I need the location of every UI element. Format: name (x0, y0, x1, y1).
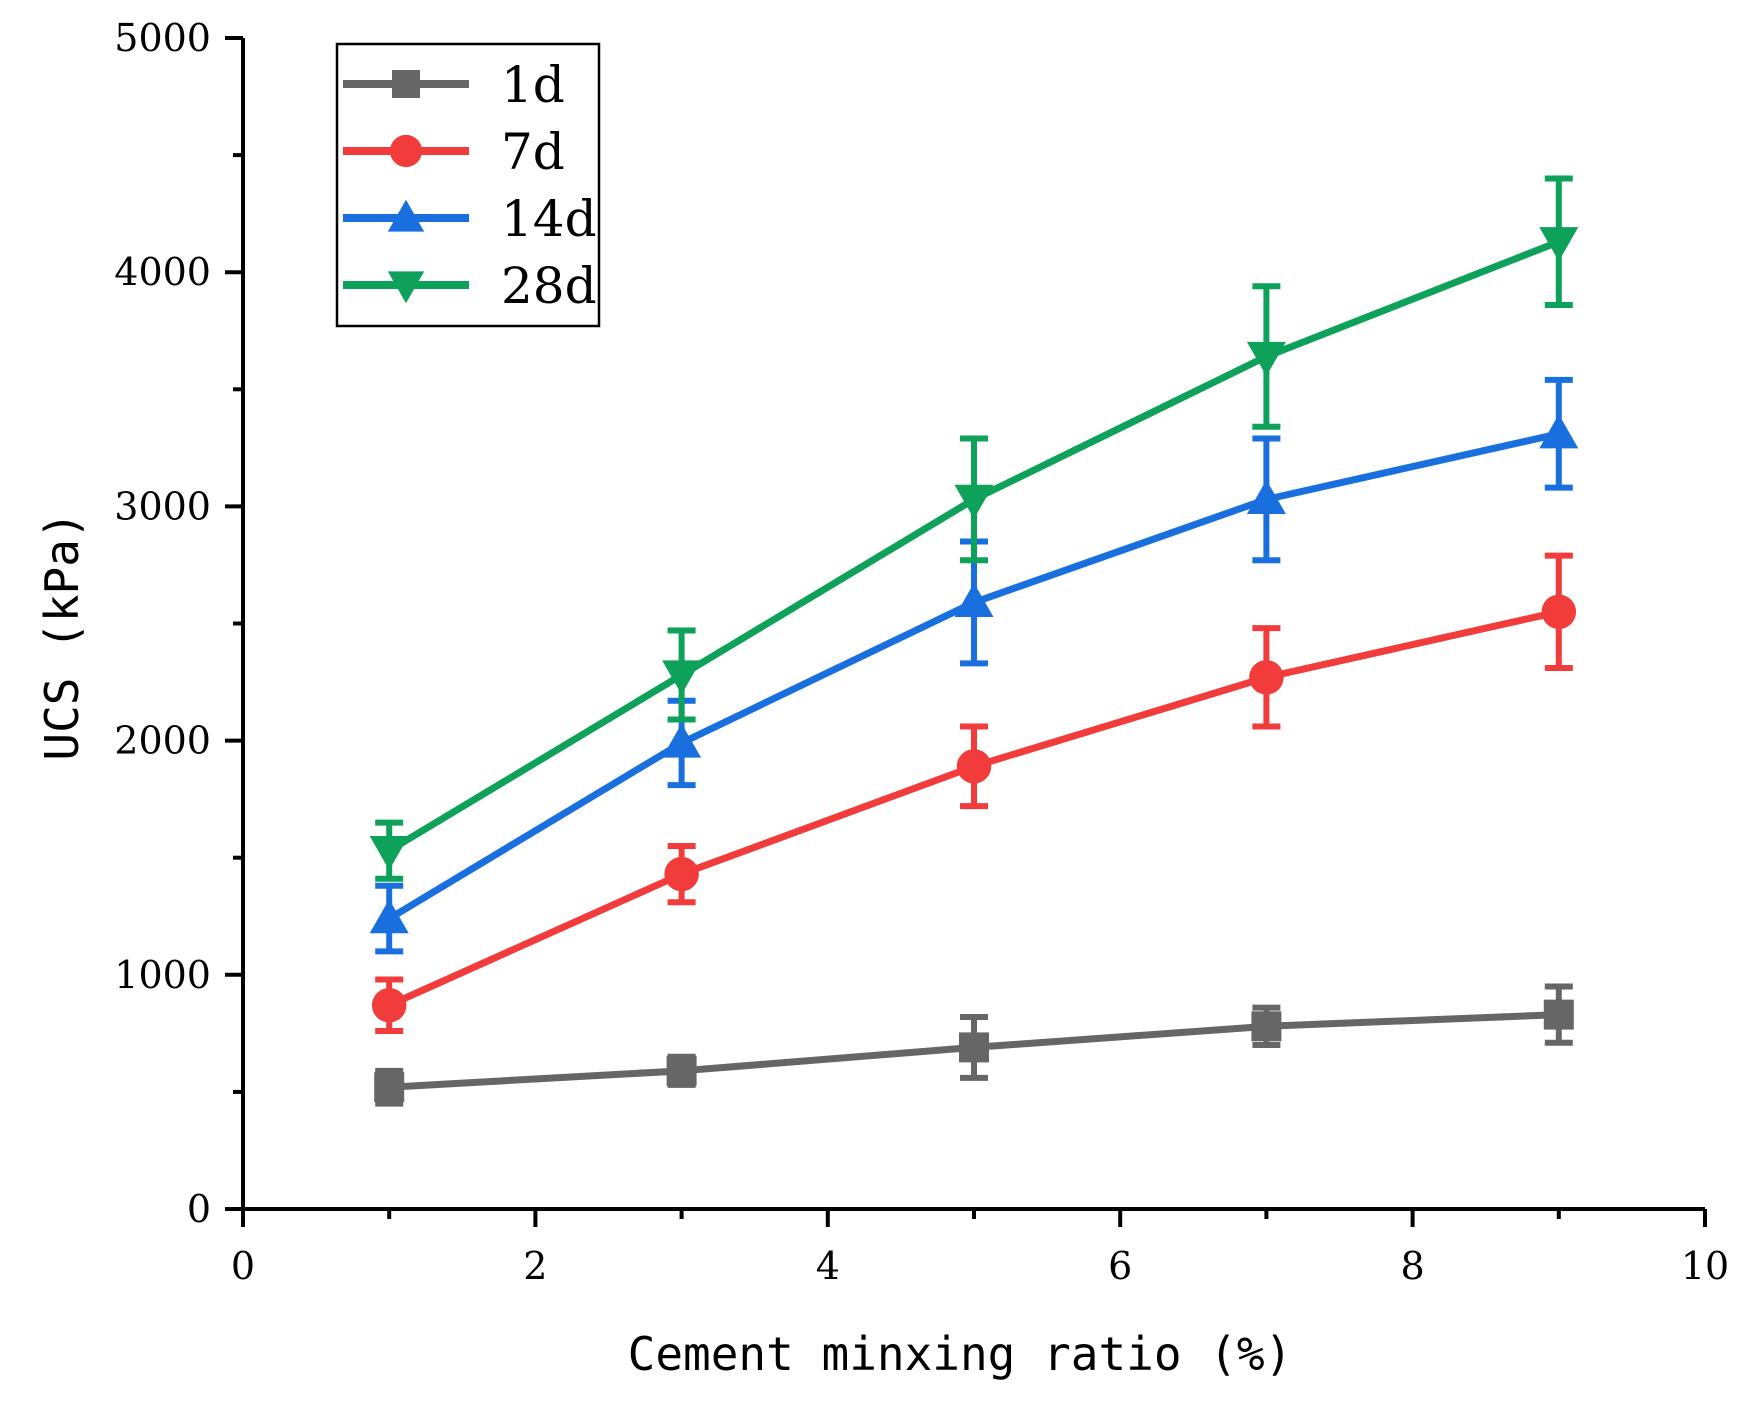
series-layer (369, 175, 1579, 1107)
data-point-28d-7 (1246, 341, 1286, 377)
data-point-7d-3 (664, 856, 699, 892)
data-point-1d-3 (666, 1055, 697, 1086)
series-14d (369, 376, 1579, 955)
x-tick-label-2: 2 (523, 1244, 547, 1288)
data-point-7d-9 (1541, 594, 1577, 630)
data-point-14d-5 (954, 582, 994, 618)
legend-box (335, 42, 601, 328)
legend-label-28d: 28d (501, 257, 597, 315)
data-point-14d-1 (369, 899, 409, 934)
data-point-14d-7 (1246, 479, 1286, 514)
data-point-1d-1 (374, 1072, 405, 1103)
legend-item-14d: 14d (343, 190, 597, 248)
x-tick-label-6: 6 (1108, 1244, 1132, 1288)
y-tick-label-1000: 1000 (114, 953, 211, 997)
legend-marker-1d (392, 70, 420, 98)
legend-item-1d: 1d (343, 56, 565, 114)
data-point-28d-9 (1539, 227, 1579, 262)
legend-marker-14d (387, 199, 425, 232)
data-point-1d-7 (1251, 1011, 1282, 1042)
data-point-28d-1 (369, 836, 409, 871)
data-point-14d-9 (1539, 414, 1579, 449)
x-tick-label-0: 0 (231, 1244, 255, 1288)
data-point-1d-9 (1543, 999, 1574, 1030)
data-point-28d-3 (662, 660, 702, 695)
legend-label-1d: 1d (501, 56, 565, 114)
data-point-14d-3 (662, 723, 702, 758)
y-tick-label-5000: 5000 (114, 16, 211, 60)
data-point-7d-1 (371, 987, 407, 1023)
legend-item-28d: 28d (343, 257, 597, 315)
series-28d (369, 175, 1579, 882)
y-tick-label-3000: 3000 (114, 484, 211, 528)
legend: 1d 7d 14d 28d (335, 42, 601, 328)
legend-label-14d: 14d (501, 190, 597, 248)
data-point-7d-5 (956, 749, 992, 784)
y-tick-label-2000: 2000 (114, 719, 211, 763)
legend-marker-7d (389, 134, 423, 168)
x-tick-label-8: 8 (1401, 1244, 1425, 1288)
legend-marker-28d (387, 271, 425, 304)
x-tick-label-10: 10 (1681, 1244, 1729, 1288)
series-1d (374, 983, 1574, 1107)
data-point-1d-5 (959, 1032, 989, 1063)
axes-layer: 0 2 4 6 8 10 0 1000 2000 3000 4000 5000 (114, 16, 1729, 1288)
y-tick-label-4000: 4000 (114, 250, 211, 294)
y-axis-title: UCS (kPa) (35, 511, 89, 760)
legend-item-7d: 7d (343, 123, 565, 181)
x-tick-label-4: 4 (816, 1244, 840, 1288)
legend-label-7d: 7d (501, 123, 565, 181)
data-point-7d-7 (1249, 660, 1284, 695)
y-tick-label-0: 0 (187, 1187, 211, 1231)
data-point-28d-5 (954, 484, 994, 519)
series-7d (371, 552, 1577, 1035)
x-axis-title: Cement minxing ratio (%) (628, 1327, 1293, 1381)
